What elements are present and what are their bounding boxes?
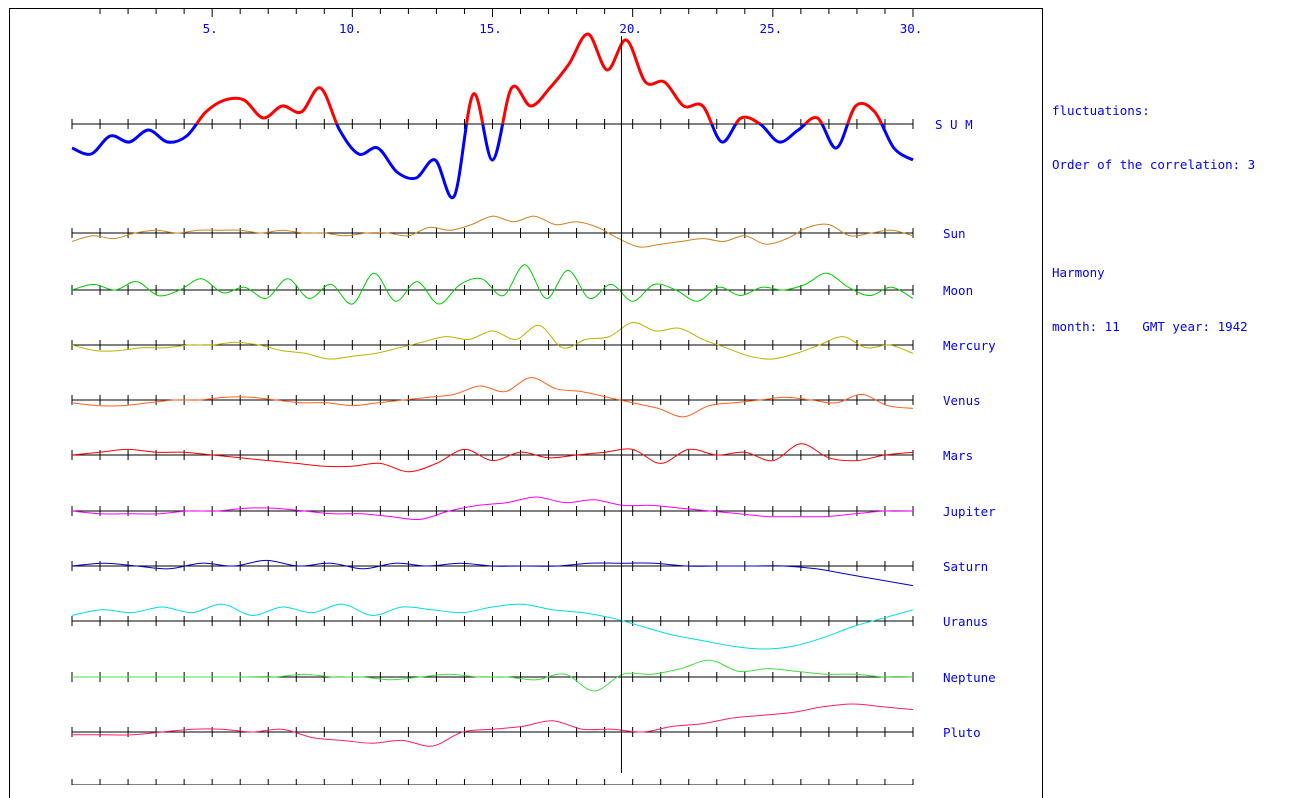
- info-panel: fluctuations: Order of the correlation: …: [1052, 66, 1255, 354]
- info-line-month-year: month: 11 GMT year: 1942: [1052, 318, 1255, 336]
- info-line-harmony: Harmony: [1052, 264, 1255, 282]
- chart-frame: [9, 8, 1043, 798]
- info-line-fluctuations: fluctuations:: [1052, 102, 1255, 120]
- info-line-order: Order of the correlation: 3: [1052, 156, 1255, 174]
